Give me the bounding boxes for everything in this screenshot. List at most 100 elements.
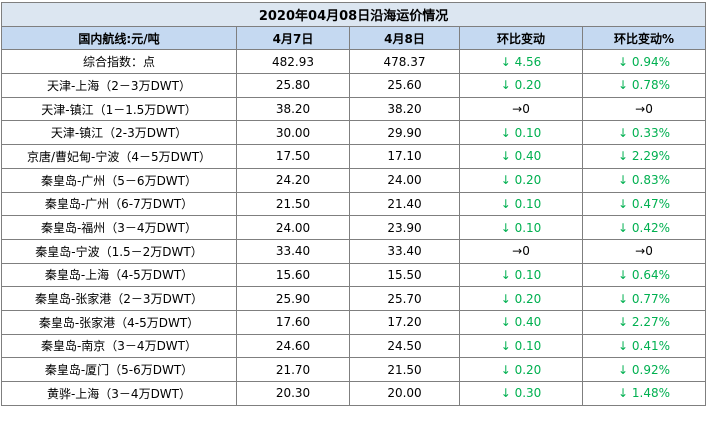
header-cell: 国内航线:元/吨	[1, 25, 237, 51]
price-cell: 24.00	[349, 167, 460, 193]
data-row: 秦皇岛-宁波（1.5－2万DWT） 33.40 33.40 →0 →0	[1, 238, 707, 264]
price-cell: 33.40	[236, 238, 350, 264]
change-cell: ↓ 2.27%	[581, 309, 707, 335]
change-cell: ↓ 0.40	[459, 144, 583, 169]
data-row: 秦皇岛-福州（3－4万DWT） 24.00 23.90 ↓ 0.10 ↓ 0.42%	[1, 215, 707, 240]
price-cell: 20.30	[236, 381, 350, 406]
price-cell: 29.90	[349, 120, 460, 146]
data-row: 秦皇岛-上海（4-5万DWT） 15.60 15.50 ↓ 0.10 ↓ 0.64%	[1, 262, 707, 288]
header-cell: 4月7日	[236, 25, 350, 51]
freight-table: 2020年04月08日沿海运价情况 国内航线:元/吨 4月7日 4月8日 环比变动 环比…	[0, 2, 707, 406]
change-cell: ↓ 0.78%	[581, 73, 707, 98]
price-cell: 482.93	[236, 49, 350, 75]
change-cell: ↓ 0.77%	[581, 286, 707, 311]
route-cell: 秦皇岛-张家港（2－3万DWT）	[1, 286, 237, 311]
route-cell: 秦皇岛-广州（5－6万DWT）	[1, 167, 237, 193]
data-row: 黄骅-上海（3－4万DWT） 20.30 20.00 ↓ 0.30 ↓ 1.48%	[1, 381, 707, 406]
data-row: 秦皇岛-厦门（5-6万DWT） 21.70 21.50 ↓ 0.20 ↓ 0.92%	[1, 357, 707, 382]
price-cell: 21.50	[349, 357, 460, 382]
data-row: 秦皇岛-张家港（2－3万DWT） 25.90 25.70 ↓ 0.20 ↓ 0.77%	[1, 286, 707, 311]
route-cell: 黄骅-上海（3－4万DWT）	[1, 381, 237, 406]
price-cell: 21.70	[236, 357, 350, 382]
route-cell: 秦皇岛-张家港（4-5万DWT）	[1, 309, 237, 335]
data-row: 秦皇岛-南京（3－4万DWT） 24.60 24.50 ↓ 0.10 ↓ 0.41%	[1, 333, 707, 359]
price-cell: 24.50	[349, 333, 460, 359]
price-cell: 24.60	[236, 333, 350, 359]
price-cell: 25.80	[236, 73, 350, 98]
data-row: 天津-镇江（2-3万DWT） 30.00 29.90 ↓ 0.10 ↓ 0.33%	[1, 120, 707, 146]
price-cell: 38.20	[236, 96, 350, 122]
change-cell: ↓ 0.33%	[581, 120, 707, 146]
price-cell: 17.20	[349, 309, 460, 335]
route-cell: 天津-镇江（2-3万DWT）	[1, 120, 237, 146]
change-cell: ↓ 0.10	[459, 262, 583, 288]
header-cell: 4月8日	[349, 25, 460, 51]
price-cell: 21.40	[349, 191, 460, 217]
price-cell: 38.20	[349, 96, 460, 122]
price-cell: 24.00	[236, 215, 350, 240]
price-cell: 21.50	[236, 191, 350, 217]
change-cell: →0	[459, 238, 583, 264]
price-cell: 25.70	[349, 286, 460, 311]
route-cell: 秦皇岛-宁波（1.5－2万DWT）	[1, 238, 237, 264]
change-cell: ↓ 0.20	[459, 73, 583, 98]
change-cell: ↓ 0.47%	[581, 191, 707, 217]
route-cell: 天津-镇江（1－1.5万DWT）	[1, 96, 237, 122]
change-cell: ↓ 0.40	[459, 309, 583, 335]
route-cell: 综合指数：点	[1, 49, 237, 75]
header-cell: 环比变动	[459, 25, 583, 51]
price-cell: 17.60	[236, 309, 350, 335]
change-cell: ↓ 2.29%	[581, 144, 707, 169]
change-cell: ↓ 0.42%	[581, 215, 707, 240]
change-cell: →0	[581, 96, 707, 122]
price-cell: 15.50	[349, 262, 460, 288]
header-row: 国内航线:元/吨 4月7日 4月8日 环比变动 环比变动%	[1, 25, 707, 51]
data-row: 天津-镇江（1－1.5万DWT） 38.20 38.20 →0 →0	[1, 96, 707, 122]
price-cell: 478.37	[349, 49, 460, 75]
change-cell: ↓ 0.20	[459, 167, 583, 193]
change-cell: ↓ 4.56	[459, 49, 583, 75]
header-cell: 环比变动%	[581, 25, 707, 51]
data-row: 天津-上海（2－3万DWT） 25.80 25.60 ↓ 0.20 ↓ 0.78%	[1, 73, 707, 98]
change-cell: ↓ 0.41%	[581, 333, 707, 359]
route-cell: 秦皇岛-广州（6-7万DWT）	[1, 191, 237, 217]
change-cell: ↓ 0.10	[459, 215, 583, 240]
route-cell: 秦皇岛-上海（4-5万DWT）	[1, 262, 237, 288]
table-title: 2020年04月08日沿海运价情况	[0, 2, 707, 27]
change-cell: →0	[581, 238, 707, 264]
change-cell: ↓ 0.92%	[581, 357, 707, 382]
route-cell: 秦皇岛-南京（3－4万DWT）	[1, 333, 237, 359]
route-cell: 秦皇岛-厦门（5-6万DWT）	[1, 357, 237, 382]
change-cell: ↓ 0.64%	[581, 262, 707, 288]
data-row: 秦皇岛-张家港（4-5万DWT） 17.60 17.20 ↓ 0.40 ↓ 2.27%	[1, 309, 707, 335]
price-cell: 20.00	[349, 381, 460, 406]
price-cell: 24.20	[236, 167, 350, 193]
title-row: 2020年04月08日沿海运价情况	[0, 2, 707, 27]
change-cell: ↓ 0.10	[459, 333, 583, 359]
price-cell: 30.00	[236, 120, 350, 146]
change-cell: ↓ 1.48%	[581, 381, 707, 406]
route-cell: 京唐/曹妃甸-宁波（4－5万DWT）	[1, 144, 237, 169]
price-cell: 23.90	[349, 215, 460, 240]
price-cell: 15.60	[236, 262, 350, 288]
change-cell: ↓ 0.20	[459, 286, 583, 311]
change-cell: ↓ 0.83%	[581, 167, 707, 193]
price-cell: 25.60	[349, 73, 460, 98]
change-cell: ↓ 0.94%	[581, 49, 707, 75]
route-cell: 秦皇岛-福州（3－4万DWT）	[1, 215, 237, 240]
data-row: 秦皇岛-广州（5－6万DWT） 24.20 24.00 ↓ 0.20 ↓ 0.83%	[1, 167, 707, 193]
price-cell: 17.50	[236, 144, 350, 169]
change-cell: ↓ 0.10	[459, 120, 583, 146]
change-cell: ↓ 0.10	[459, 191, 583, 217]
change-cell: →0	[459, 96, 583, 122]
route-cell: 天津-上海（2－3万DWT）	[1, 73, 237, 98]
data-row: 综合指数：点 482.93 478.37 ↓ 4.56 ↓ 0.94%	[1, 49, 707, 75]
change-cell: ↓ 0.30	[459, 381, 583, 406]
price-cell: 17.10	[349, 144, 460, 169]
table-body: 2020年04月08日沿海运价情况 国内航线:元/吨 4月7日 4月8日 环比变动 环比…	[0, 2, 707, 406]
price-cell: 33.40	[349, 238, 460, 264]
price-cell: 25.90	[236, 286, 350, 311]
data-row: 京唐/曹妃甸-宁波（4－5万DWT） 17.50 17.10 ↓ 0.40 ↓ 2.29…	[1, 144, 707, 169]
change-cell: ↓ 0.20	[459, 357, 583, 382]
data-row: 秦皇岛-广州（6-7万DWT） 21.50 21.40 ↓ 0.10 ↓ 0.47%	[1, 191, 707, 217]
